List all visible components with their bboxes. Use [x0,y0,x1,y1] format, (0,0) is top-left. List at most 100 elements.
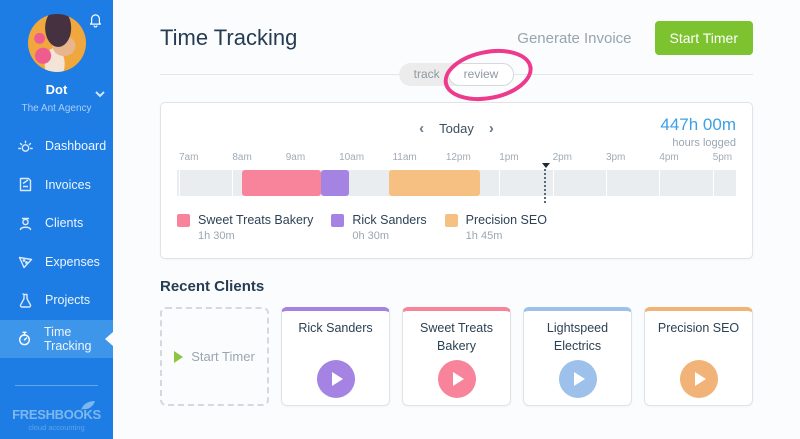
legend-duration: 0h 30m [352,230,390,242]
toggle-review[interactable]: review [447,63,515,86]
hour-tick [499,170,501,196]
hour-label: 11am [392,152,417,163]
page-title: Time Tracking [160,25,298,50]
hour-tick [232,170,234,196]
hour-tick [178,170,180,196]
sidebar-item-dashboard[interactable]: Dashboard [0,127,113,166]
play-icon [174,350,184,363]
sidebar-item-label: Expenses [45,254,100,269]
sidebar: Dot The Ant Agency Dashboard Invoices Clie… [0,0,113,439]
legend-swatch [331,213,345,227]
client-play-button[interactable] [679,360,718,398]
start-timer-card-label: Start Timer [191,349,255,364]
hour-label: 5pm [712,152,733,163]
start-timer-card[interactable]: Start Timer [160,307,269,406]
user-company: The Ant Agency [21,103,92,114]
sidebar-nav: Dashboard Invoices Clients Expenses Projects… [0,127,113,358]
legend-client-name: Precision SEO [465,213,547,227]
chevron-down-icon[interactable] [95,85,105,103]
sidebar-item-label: Invoices [45,177,91,192]
timeline-track [177,163,736,203]
legend-client-name: Rick Sanders [352,213,427,227]
hour-label: 3pm [605,152,626,163]
total-hours-caption: hours logged [672,137,736,149]
user-avatar[interactable] [27,14,86,72]
logo-brand-text: FRESHBOOKS [12,407,101,422]
legend-swatch [177,213,190,227]
time-tracking-icon [16,330,33,347]
play-icon [694,372,706,386]
legend-duration: 1h 30m [198,230,235,242]
hours-logged-total: 447h 00m hours logged [660,115,736,149]
page-header: Time Tracking Generate Invoice Start Tim… [160,21,753,55]
client-play-button[interactable] [558,360,597,398]
current-time-marker [541,163,550,203]
sidebar-item-label: Clients [45,216,84,231]
today-label: Today [439,121,474,136]
client-card-name: Precision SEO [657,321,740,335]
prev-day-chevron-icon[interactable]: ‹ [419,120,425,137]
hour-label: 9am [285,152,306,163]
timeline-hour-labels: 7am 8am 9am 10am 11am 12pm 1pm 2pm 3pm 4pm 5pm [177,152,736,167]
track-review-toggle: track review [398,48,533,102]
timeline-bar-rick-sanders[interactable] [321,170,349,196]
hour-tick [605,170,607,196]
legend-item-sweet-treats-bakery: Sweet Treats Bakery 1h 30m [177,213,313,242]
sidebar-item-time-tracking[interactable]: Time Tracking [0,319,113,358]
view-toggle-row: track review [160,48,753,102]
clients-icon [16,215,34,232]
hour-tick [552,170,554,196]
hour-tick [712,170,714,196]
sidebar-item-label: Projects [45,293,91,308]
user-name: Dot [45,82,68,97]
client-card-precision-seo[interactable]: Precision SEO [644,307,753,406]
sidebar-item-clients[interactable]: Clients [0,204,113,243]
start-timer-button[interactable]: Start Timer [654,21,753,55]
play-icon [331,372,343,386]
projects-icon [16,292,34,309]
hour-label: 2pm [552,152,573,163]
leaf-icon [80,398,96,416]
timeline-bar-sweet-treats-bakery[interactable] [242,170,322,196]
hour-label: 8am [232,152,252,163]
client-card-name: Lightspeed Electrics [546,321,609,353]
client-card-name: Rick Sanders [298,321,373,335]
play-icon [452,372,464,386]
client-card-lightspeed-electrics[interactable]: Lightspeed Electrics [523,307,632,406]
play-icon [573,372,585,386]
sidebar-item-projects[interactable]: Projects [0,281,113,320]
notifications-bell-icon[interactable] [87,11,104,33]
client-play-button[interactable] [437,360,476,398]
logo-tagline: cloud accounting [28,423,85,432]
hour-label: 10am [339,152,365,163]
legend-swatch [444,213,458,227]
client-card-name: Sweet Treats Bakery [420,321,493,353]
recent-clients-row: Start Timer Rick Sanders Sweet Treats Bak… [160,307,753,406]
client-card-sweet-treats-bakery[interactable]: Sweet Treats Bakery [402,307,511,406]
sidebar-item-label: Time Tracking [44,324,92,353]
main-content: Time Tracking Generate Invoice Start Tim… [113,0,800,439]
sidebar-item-expenses[interactable]: Expenses [0,243,113,282]
sidebar-item-label: Dashboard [45,139,107,154]
total-hours-value: 447h 00m [660,115,736,134]
generate-invoice-button[interactable]: Generate Invoice [517,29,632,47]
legend-item-precision-seo: Precision SEO 1h 45m [444,213,547,242]
legend-item-rick-sanders: Rick Sanders 0h 30m [331,213,427,242]
timeline-legend: Sweet Treats Bakery 1h 30m Rick Sanders 0h … [177,213,736,242]
expenses-icon [16,253,34,270]
legend-client-name: Sweet Treats Bakery [198,213,314,227]
sidebar-item-invoices[interactable]: Invoices [0,166,113,205]
recent-clients-heading: Recent Clients [160,278,265,295]
legend-duration: 1h 45m [465,230,503,242]
next-day-chevron-icon[interactable]: › [488,120,494,137]
hour-label: 7am [178,152,199,163]
hour-label: 4pm [659,152,679,163]
hour-tick [659,170,661,196]
hour-label: 12pm [445,152,471,163]
client-play-button[interactable] [316,360,355,398]
date-navigation: ‹ Today › [177,121,736,136]
client-card-rick-sanders[interactable]: Rick Sanders [281,307,390,406]
timeline-bar-precision-seo[interactable] [388,170,480,196]
hour-label: 1pm [499,152,519,163]
invoices-icon [16,176,34,193]
